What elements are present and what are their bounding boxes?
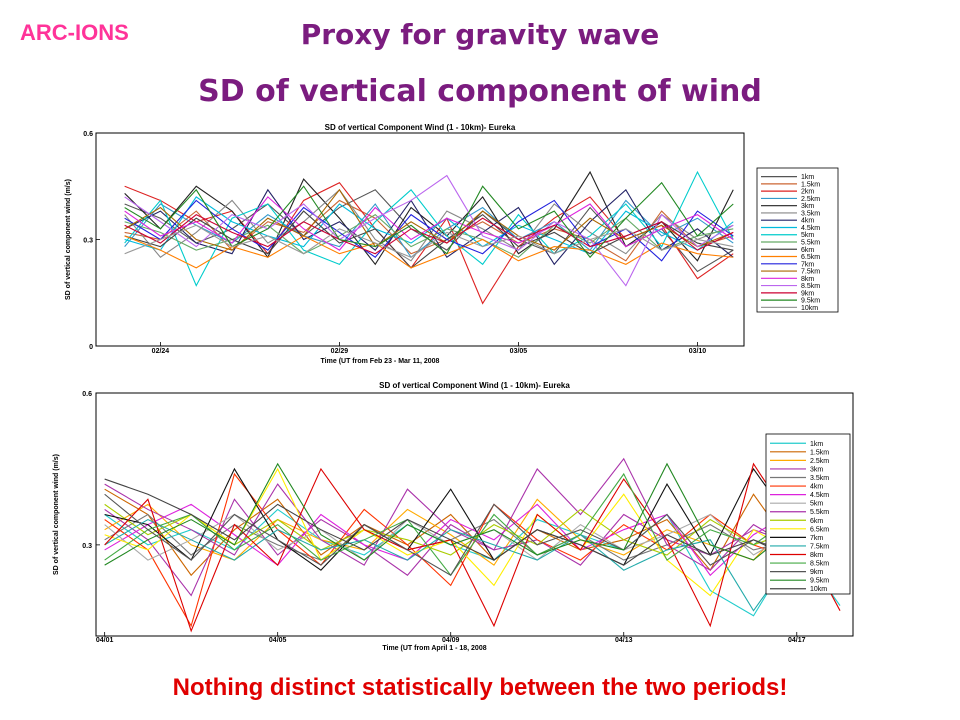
- series-line-7km: [104, 467, 841, 571]
- chart-title: SD of vertical Component Wind (1 - 10km)…: [325, 123, 516, 132]
- series-line-9km: [124, 214, 734, 255]
- legend-label: 9km: [801, 290, 814, 297]
- legend-label: 6km: [810, 518, 823, 525]
- legend-label: 1.5km: [810, 449, 829, 456]
- legend-label: 8km: [801, 276, 814, 283]
- series-line-8km: [124, 196, 734, 251]
- y-axis-label: SD of vertical component wind (m/s): [53, 454, 60, 575]
- series-line-9.5km: [104, 462, 841, 566]
- series-line-8.5km: [104, 472, 841, 577]
- legend-label: 3.5km: [810, 475, 829, 482]
- legend-label: 3.5km: [801, 210, 820, 217]
- series-line-5.5km: [124, 213, 734, 258]
- slide-title-line1: Proxy for gravity wave: [300, 18, 660, 51]
- x-tick-label: 04/01: [96, 637, 114, 644]
- legend-label: 6.5km: [801, 254, 820, 261]
- legend-label: 4km: [810, 484, 823, 491]
- y-tick-label: 0.3: [82, 543, 92, 550]
- y-tick-label: 0.6: [82, 391, 92, 398]
- legend-label: 9km: [810, 569, 823, 576]
- series-group: [124, 170, 734, 305]
- series-line-7.5km: [124, 188, 734, 251]
- legend-label: 7km: [801, 261, 814, 268]
- series-line-4.5km: [124, 196, 734, 255]
- legend-label: 1km: [810, 441, 823, 448]
- x-axis-label: Time (UT from Feb 23 - Mar 11, 2008: [321, 358, 440, 365]
- conclusion-text: Nothing distinct statistically between t…: [172, 674, 788, 701]
- legend-box: [765, 433, 851, 595]
- series-line-8km: [104, 462, 841, 633]
- series-line-6.5km: [124, 235, 734, 269]
- chart-title: SD of vertical Component Wind (1 - 10km)…: [379, 381, 570, 390]
- legend-box: [756, 167, 839, 313]
- series-line-10km: [124, 224, 734, 258]
- legend-label: 5km: [810, 501, 823, 508]
- legend-label: 9.5km: [810, 578, 829, 585]
- series-line-6.5km: [104, 467, 841, 597]
- legend-label: 6.5km: [810, 526, 829, 533]
- series-line-4.5km: [104, 503, 841, 577]
- series-line-9.5km: [124, 181, 734, 259]
- legend-label: 2.5km: [801, 196, 820, 203]
- y-tick-label: 0: [89, 344, 93, 351]
- legend-label: 5.5km: [810, 509, 829, 516]
- x-tick-label: 02/24: [152, 348, 170, 355]
- legend-label: 4.5km: [810, 492, 829, 499]
- x-tick-label: 03/05: [510, 348, 528, 355]
- legend-label: 10km: [810, 586, 827, 593]
- legend-label: 7km: [810, 535, 823, 542]
- legend-label: 9.5km: [801, 298, 820, 305]
- x-tick-label: 03/10: [689, 348, 707, 355]
- legend-label: 8km: [810, 552, 823, 559]
- x-tick-label: 04/13: [615, 637, 633, 644]
- series-line-3km: [124, 170, 734, 266]
- chart-1: SD of vertical Component Wind (1 - 10km)…: [64, 123, 839, 365]
- legend: 1km1.5km2km2.5km3km3.5km4km4.5km5km5.5km…: [756, 167, 839, 313]
- y-tick-label: 0.3: [83, 238, 93, 245]
- legend-label: 4km: [801, 218, 814, 225]
- series-line-9km: [104, 493, 841, 576]
- chart-frame: [64, 125, 762, 354]
- legend-label: 3km: [810, 466, 823, 473]
- x-tick-label: 04/09: [442, 637, 460, 644]
- legend-label: 4.5km: [801, 225, 820, 232]
- x-tick-label: 04/17: [788, 637, 806, 644]
- legend-label: 8.5km: [801, 283, 820, 290]
- series-line-10km: [104, 478, 841, 566]
- y-tick-label: 0.6: [83, 131, 93, 138]
- legend-label: 3km: [801, 203, 814, 210]
- legend-label: 8.5km: [810, 561, 829, 568]
- series-group: [104, 457, 841, 633]
- x-tick-label: 04/05: [269, 637, 287, 644]
- plot-area: [95, 392, 854, 637]
- legend-label: 7.5km: [801, 269, 820, 276]
- chart-frame: [64, 380, 860, 650]
- arc-ions-tag: ARC-IONS: [20, 20, 129, 45]
- legend-label: 5km: [801, 232, 814, 239]
- slide-title-line2: SD of vertical component of wind: [198, 74, 762, 109]
- x-axis-label: Time (UT from April 1 - 18, 2008: [382, 645, 486, 652]
- legend-label: 2.5km: [810, 458, 829, 465]
- legend-label: 7.5km: [810, 543, 829, 550]
- legend-label: 6km: [801, 247, 814, 254]
- chart-2: SD of vertical Component Wind (1 - 10km)…: [53, 380, 860, 652]
- y-axis-label: SD of vertical component wind (m/s): [65, 179, 72, 300]
- legend-label: 1km: [801, 174, 814, 181]
- series-line-8.5km: [124, 174, 734, 287]
- legend-label: 10km: [801, 305, 818, 312]
- legend-label: 1.5km: [801, 181, 820, 188]
- x-tick-label: 02/29: [331, 348, 349, 355]
- legend-label: 2km: [801, 189, 814, 196]
- legend-label: 5.5km: [801, 240, 820, 247]
- series-line-1km: [104, 508, 841, 617]
